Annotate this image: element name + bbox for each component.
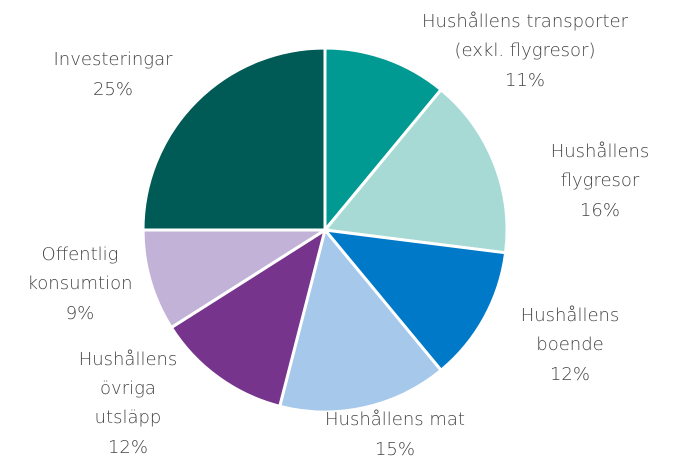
pie-slice: [169, 226, 328, 409]
slice-label: konsumtion: [27, 273, 132, 294]
slice-label: Investeringar: [54, 49, 174, 70]
value-label: 12%: [550, 364, 590, 385]
slice-label: Hushållens transporter: [422, 11, 629, 32]
slice-label: Offentlig: [42, 244, 119, 265]
pie-slice: [141, 228, 331, 330]
pie-slice: [277, 226, 444, 414]
slice-label: Hushållens: [521, 305, 620, 326]
slice-label: (exkl. flygresor): [455, 40, 596, 61]
pie-slice: [141, 46, 327, 232]
pie-slice: [322, 87, 509, 255]
pie-slice: [323, 46, 444, 235]
value-label: 25%: [93, 79, 133, 100]
slice-label: övriga: [100, 378, 156, 399]
value-label: 9%: [66, 303, 95, 324]
slice-label: flygresor: [561, 170, 640, 191]
pie-slice: [321, 228, 508, 373]
value-label: 16%: [580, 200, 620, 221]
slice-label: Hushållens: [551, 141, 650, 162]
value-label: 12%: [108, 437, 148, 458]
slice-label: utsläpp: [95, 407, 162, 428]
slice-label: Hushållens: [79, 349, 178, 370]
value-label: 15%: [375, 439, 415, 460]
slice-label: boende: [536, 334, 603, 355]
slice-label: Hushållens mat: [325, 409, 465, 430]
value-label: 11%: [505, 70, 545, 91]
